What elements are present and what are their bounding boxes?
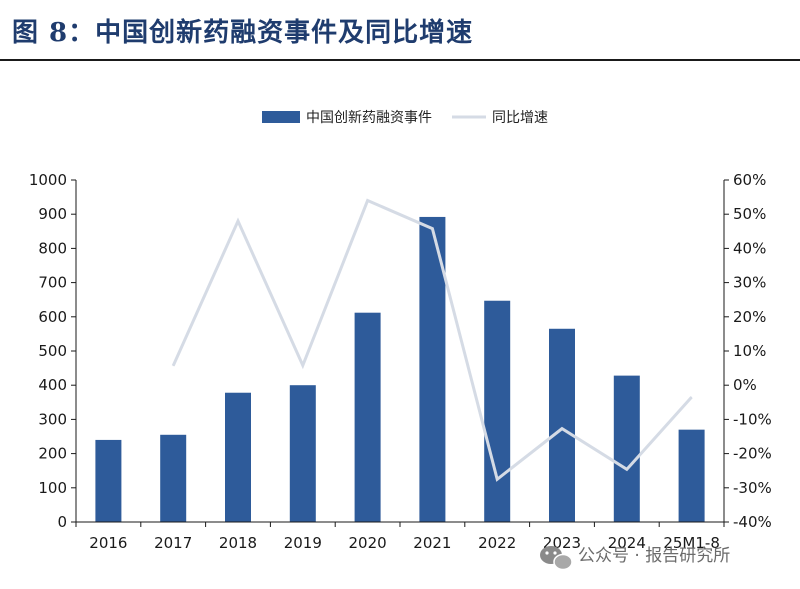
bar-2017 bbox=[160, 434, 187, 522]
right-tick-label: 0% bbox=[733, 376, 757, 394]
right-tick-label: 50% bbox=[733, 205, 766, 223]
left-tick-label: 300 bbox=[38, 410, 67, 428]
legend: 中国创新药融资事件 同比增速 bbox=[262, 110, 548, 126]
bar-2016 bbox=[95, 439, 122, 522]
right-tick-label: -20% bbox=[733, 445, 772, 463]
legend-label-line: 同比增速 bbox=[492, 110, 548, 126]
title-divider bbox=[0, 59, 800, 61]
right-axis: -40% -30% -20% -10% 0% 10% 20% 30% 40% 50% 60% bbox=[723, 171, 772, 531]
bar-series bbox=[95, 216, 705, 522]
x-tick-label: 2017 bbox=[154, 534, 192, 552]
line-point-2020 bbox=[367, 200, 369, 202]
right-tick-label: 20% bbox=[733, 308, 766, 326]
left-tick-label: 900 bbox=[38, 205, 67, 223]
line-point-2018 bbox=[237, 220, 239, 222]
left-tick-label: 800 bbox=[38, 239, 67, 257]
left-tick-label: 100 bbox=[38, 479, 67, 497]
x-axis: 2016 2017 2018 2019 2020 2021 2022 2023 2024 25M1… bbox=[75, 521, 725, 552]
bar-2024 bbox=[613, 375, 640, 522]
left-tick-label: 400 bbox=[38, 376, 67, 394]
bar-2019 bbox=[289, 385, 316, 522]
bar-2018 bbox=[225, 392, 251, 522]
x-tick-label: 25M1-8 bbox=[663, 534, 720, 552]
x-tick-label: 2024 bbox=[608, 534, 646, 552]
right-tick-label: -10% bbox=[733, 410, 772, 428]
bar-2022 bbox=[484, 300, 511, 522]
x-tick-label: 2018 bbox=[219, 534, 257, 552]
left-axis: 0 100 200 300 400 500 600 700 800 900 1000 bbox=[29, 171, 77, 531]
watermark-text: 公众号 · 报告研究所 bbox=[578, 546, 730, 566]
wechat-icon bbox=[540, 546, 573, 571]
x-tick-label: 2022 bbox=[478, 534, 516, 552]
left-tick-label: 500 bbox=[38, 342, 67, 360]
line-point-2024 bbox=[626, 468, 628, 470]
left-tick-label: 1000 bbox=[29, 171, 67, 189]
page-title: 图 8：中国创新药融资事件及同比增速 bbox=[12, 18, 474, 48]
right-tick-label: -30% bbox=[733, 479, 772, 497]
line-point-2017 bbox=[172, 365, 174, 367]
watermark: 公众号 · 报告研究所 bbox=[540, 546, 730, 571]
legend-label-bar: 中国创新药融资事件 bbox=[306, 110, 432, 126]
legend-swatch-bar bbox=[262, 111, 300, 123]
left-tick-label: 600 bbox=[38, 308, 67, 326]
right-tick-label: 30% bbox=[733, 274, 766, 292]
line-point-2023 bbox=[561, 428, 563, 430]
line-point-2019 bbox=[302, 364, 304, 366]
line-point-25M1-8 bbox=[691, 396, 693, 398]
line-series bbox=[171, 198, 693, 482]
x-tick-label: 2021 bbox=[413, 534, 451, 552]
right-tick-label: 40% bbox=[733, 239, 766, 257]
right-tick-label: 60% bbox=[733, 171, 766, 189]
line-point-2022 bbox=[496, 478, 498, 480]
right-tick-label: -40% bbox=[733, 513, 772, 531]
title-row: 图 8：中国创新药融资事件及同比增速 bbox=[0, 0, 800, 61]
line-point-2021 bbox=[431, 228, 433, 230]
x-tick-label: 2016 bbox=[89, 534, 127, 552]
bar-2023 bbox=[549, 328, 575, 522]
x-tick-label: 2019 bbox=[284, 534, 322, 552]
left-tick-label: 700 bbox=[38, 274, 67, 292]
left-tick-label: 200 bbox=[38, 445, 67, 463]
left-tick-label: 0 bbox=[57, 513, 67, 531]
right-tick-label: 10% bbox=[733, 342, 766, 360]
bar-25M1-8 bbox=[678, 429, 705, 522]
x-tick-label: 2020 bbox=[349, 534, 387, 552]
bar-2020 bbox=[354, 312, 381, 522]
